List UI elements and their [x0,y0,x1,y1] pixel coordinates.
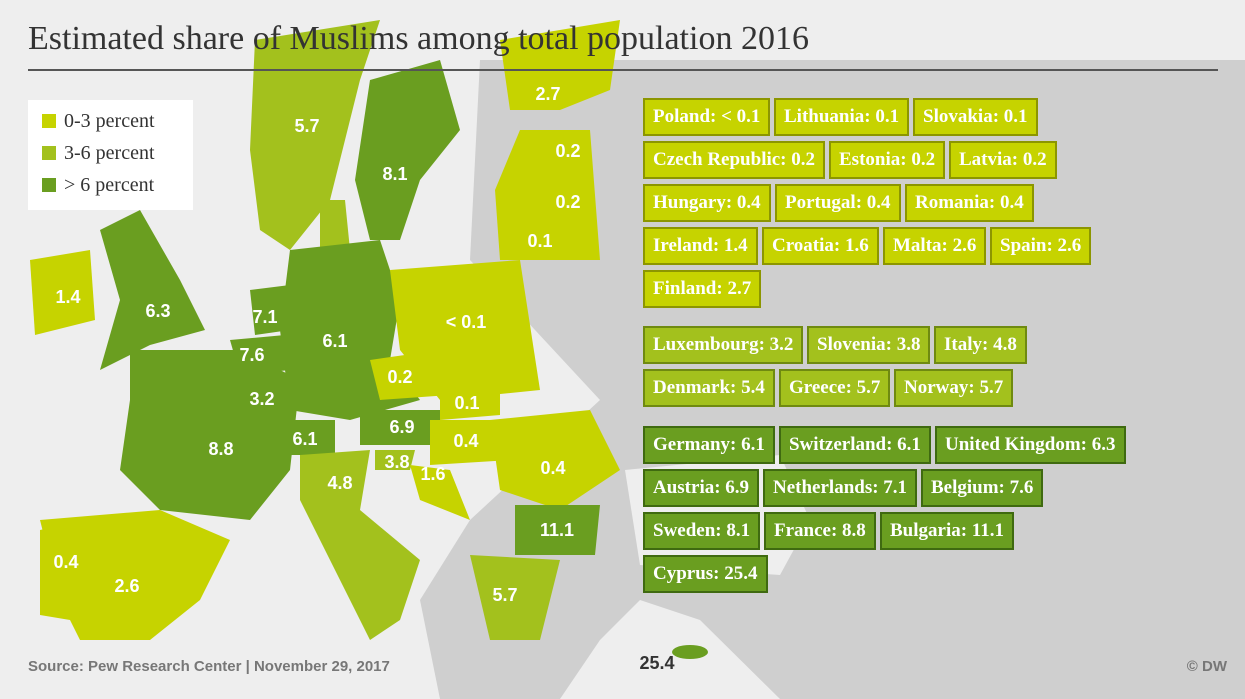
country-box: Slovakia: 0.1 [913,98,1038,136]
legend-label: 3-6 percent [64,142,155,164]
country-box: Lithuania: 0.1 [774,98,910,136]
country-box: Ireland: 1.4 [643,227,758,265]
source: Source: Pew Research Center | November 2… [28,658,390,675]
map-label: 25.4 [639,653,674,673]
country-box: Greece: 5.7 [779,369,891,407]
legend-item: 3-6 percent [42,142,155,165]
legend-label: > 6 percent [64,174,155,196]
map-label: 2.6 [114,576,139,596]
france [120,350,300,520]
country-box: Bulgaria: 11.1 [880,512,1015,550]
country-box: Switzerland: 6.1 [779,426,931,464]
country-box: Hungary: 0.4 [643,184,771,222]
map-label: 3.2 [249,389,274,409]
legend-item: > 6 percent [42,174,154,197]
slovenia [375,450,415,470]
legend-label: 0-3 percent [64,110,155,132]
country-box: Norway: 5.7 [894,369,1014,407]
map-label: 6.1 [322,331,347,351]
map-label: 5.7 [294,116,319,136]
map-label: 4.8 [327,473,352,493]
italy [300,450,420,640]
country-box: Portugal: 0.4 [775,184,901,222]
country-box: Latvia: 0.2 [949,141,1057,179]
country-box: Spain: 2.6 [990,227,1092,265]
bulgaria [515,505,600,555]
map-label: 1.6 [420,464,445,484]
map-label: 6.9 [389,417,414,437]
country-box: Finland: 2.7 [643,270,762,308]
map-label: 6.3 [145,301,170,321]
austria [360,410,440,445]
sweden [355,60,460,240]
country-box: Sweden: 8.1 [643,512,761,550]
country-box: Belgium: 7.6 [921,469,1044,507]
country-box: France: 8.8 [764,512,876,550]
map-label: 6.1 [292,429,317,449]
legend: 0-3 percent 3-6 percent > 6 percent [28,100,193,210]
map-label: 5.7 [492,585,517,605]
slovakia [440,390,500,420]
spain [40,510,230,640]
uk [100,210,205,370]
country-box: Netherlands: 7.1 [763,469,918,507]
country-box: Romania: 0.4 [905,184,1034,222]
country-box: Italy: 4.8 [934,326,1027,364]
country-box: Czech Republic: 0.2 [643,141,826,179]
map-label: 1.4 [55,287,80,307]
romania [490,410,620,510]
map-label: 0.4 [53,552,78,572]
map-label: 11.1 [540,520,574,540]
map-label: < 0.1 [446,312,487,332]
greece [470,555,560,640]
legend-item: 0-3 percent [42,110,155,133]
ireland [30,250,95,335]
map-label: 7.6 [239,345,264,365]
title: Estimated share of Muslims among total p… [28,20,809,57]
map-label: 0.4 [453,431,478,451]
portugal [40,525,70,620]
legend-swatch [42,178,56,192]
map-label: 0.1 [454,393,479,413]
country-box: Cyprus: 25.4 [643,555,768,593]
hungary [430,420,510,465]
map-label: 8.1 [382,164,407,184]
czech [370,350,450,400]
country-box: Slovenia: 3.8 [807,326,931,364]
country-box: United Kingdom: 6.3 [935,426,1126,464]
baltics [495,130,600,260]
map-label: 7.1 [252,307,277,327]
netherlands [250,285,290,335]
map-label: 8.8 [208,439,233,459]
country-box: Poland: < 0.1 [643,98,771,136]
country-box: Austria: 6.9 [643,469,760,507]
denmark [320,200,350,255]
country-box: Denmark: 5.4 [643,369,775,407]
country-box: Malta: 2.6 [883,227,987,265]
map-label: 3.8 [384,452,409,472]
map-label: 0.1 [527,231,552,251]
croatia [410,465,470,520]
legend-swatch [42,114,56,128]
legend-swatch [42,146,56,160]
switzerland [280,420,335,455]
map-label: 0.4 [540,458,565,478]
map-label: 2.7 [535,84,560,104]
title-rule [28,69,1218,71]
credit: © DW [1186,658,1227,675]
country-box: Croatia: 1.6 [762,227,879,265]
country-box: Germany: 6.1 [643,426,775,464]
map-label: 0.2 [555,141,580,161]
country-box: Estonia: 0.2 [829,141,946,179]
cyprus [672,645,708,659]
norway [250,20,380,250]
map-label: 0.2 [387,367,412,387]
country-box: Luxembourg: 3.2 [643,326,804,364]
finland [500,20,620,110]
map-label: 0.2 [555,192,580,212]
